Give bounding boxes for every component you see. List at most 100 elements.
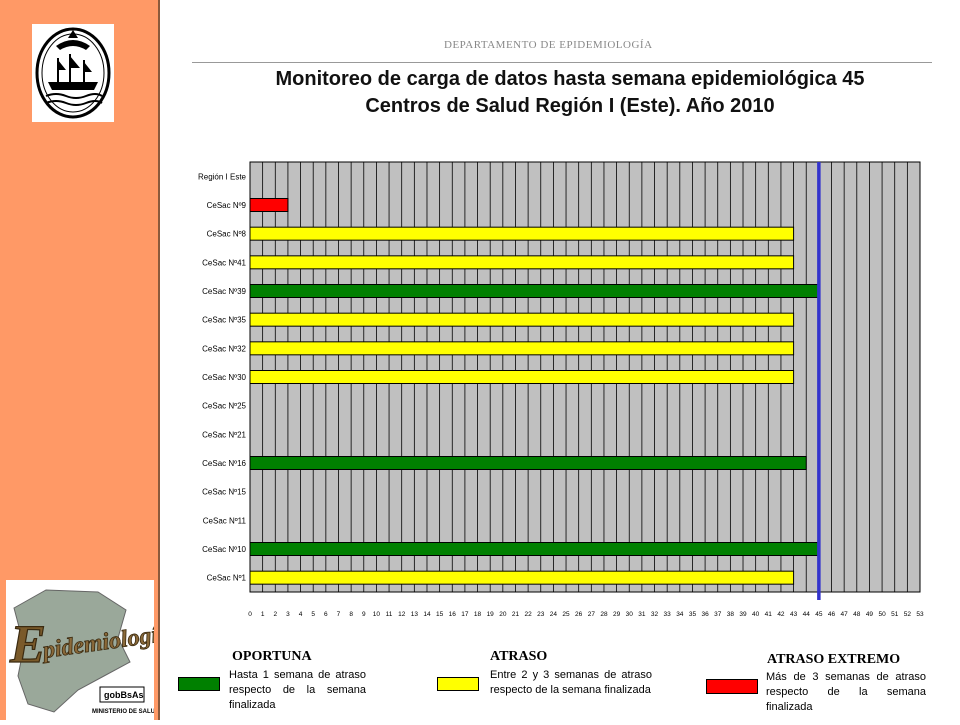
x-tick-label: 24 — [550, 611, 558, 618]
x-tick-label: 45 — [815, 611, 823, 618]
legend-title-atraso-extremo: ATRASO EXTREMO — [767, 652, 901, 667]
bar-11 — [249, 456, 807, 470]
x-tick-label: 22 — [524, 611, 532, 618]
y-tick-label: CeSac Nº16 — [202, 459, 246, 468]
legend-title-oportuna: OPORTUNA — [232, 649, 312, 664]
x-tick-label: 9 — [362, 611, 366, 618]
x-tick-label: 50 — [878, 611, 886, 618]
x-tick-label: 28 — [600, 611, 608, 618]
x-tick-label: 1 — [261, 611, 265, 618]
y-tick-label: CeSac Nº8 — [207, 230, 247, 239]
x-tick-label: 30 — [626, 611, 634, 618]
x-tick-label: 37 — [714, 611, 722, 618]
legend-desc-atraso: Entre 2 y 3 semanas de atraso respecto d… — [490, 669, 652, 696]
header-divider — [192, 62, 932, 63]
y-tick-label: CeSac Nº30 — [202, 373, 246, 382]
x-tick-label: 11 — [386, 611, 393, 618]
epidemiologia-logo-initial: E — [9, 614, 46, 674]
x-tick-label: 32 — [651, 611, 659, 618]
x-tick-label: 12 — [398, 611, 406, 618]
x-tick-label: 3 — [286, 611, 290, 618]
x-tick-label: 26 — [575, 611, 583, 618]
title-line-2: Centros de Salud Región I (Este). Año 20… — [365, 95, 775, 117]
x-tick-label: 18 — [474, 611, 482, 618]
x-tick-label: 52 — [904, 611, 912, 618]
x-tick-label: 25 — [562, 611, 570, 618]
bar-chart: Región I Este CeSac Nº9 CeSac Nº8 CeSac Nº4… — [198, 161, 924, 618]
bar-15 — [249, 570, 795, 585]
legend-swatch-atraso — [437, 677, 479, 691]
bar-14 — [249, 542, 820, 556]
x-tick-label: 4 — [299, 611, 303, 618]
x-tick-label: 41 — [765, 611, 773, 618]
bar-5 — [249, 284, 820, 298]
x-tick-label: 46 — [828, 611, 836, 618]
bar-7 — [249, 341, 795, 356]
bar-4 — [249, 255, 795, 270]
x-tick-label: 36 — [701, 611, 709, 618]
x-tick-label: 19 — [487, 611, 495, 618]
x-tick-label: 27 — [588, 611, 596, 618]
x-tick-label: 21 — [512, 611, 520, 618]
x-tick-label: 2 — [273, 611, 277, 618]
x-tick-label: 43 — [790, 611, 798, 618]
bar-3 — [249, 226, 795, 241]
bar-8 — [249, 370, 795, 384]
x-tick-label: 47 — [841, 611, 849, 618]
coat-of-arms-icon — [35, 27, 111, 119]
x-tick-label: 44 — [803, 611, 811, 618]
bar-6 — [249, 312, 795, 327]
coat-of-arms-logo — [32, 24, 114, 122]
y-tick-label: CeSac Nº9 — [207, 201, 247, 210]
x-tick-label: 38 — [727, 611, 735, 618]
x-tick-label: 53 — [916, 611, 924, 618]
x-tick-label: 51 — [891, 611, 899, 618]
x-tick-label: 5 — [311, 611, 315, 618]
y-tick-label: CeSac Nº32 — [202, 344, 246, 353]
x-tick-label: 10 — [373, 611, 381, 618]
x-tick-label: 35 — [689, 611, 697, 618]
legend-swatch-oportuna — [178, 677, 220, 691]
legend-desc-atraso-extremo: Más de 3 semanas de atraso respecto de l… — [766, 671, 926, 713]
epidemiologia-map-icon: E pidemiología gobBsAs MINISTERIO DE SAL… — [8, 589, 172, 715]
x-tick-label: 0 — [248, 611, 252, 618]
x-tick-label: 14 — [423, 611, 431, 618]
x-tick-label: 6 — [324, 611, 328, 618]
y-tick-label: CeSac Nº39 — [202, 287, 246, 296]
x-tick-label: 13 — [411, 611, 419, 618]
epidemiologia-logo: E pidemiología gobBsAs MINISTERIO DE SAL… — [6, 580, 172, 720]
legend-desc-oportuna: Hasta 1 semana de atraso respecto de la … — [229, 669, 366, 711]
department-label: DEPARTAMENTO DE EPIDEMIOLOGÍA — [444, 39, 653, 51]
x-tick-label: 29 — [613, 611, 621, 618]
y-tick-label: CeSac Nº41 — [202, 258, 246, 267]
x-tick-label: 34 — [676, 611, 684, 618]
sidebar: E pidemiología gobBsAs MINISTERIO DE SAL… — [0, 0, 172, 720]
title-line-1: Monitoreo de carga de datos hasta semana… — [275, 68, 865, 90]
x-tick-label: 31 — [638, 611, 646, 618]
x-tick-label: 40 — [752, 611, 760, 618]
y-tick-label: CeSac Nº35 — [202, 316, 246, 325]
x-tick-label: 16 — [449, 611, 457, 618]
x-tick-label: 15 — [436, 611, 444, 618]
x-tick-label: 48 — [853, 611, 861, 618]
legend-swatch-atraso-extremo — [706, 679, 758, 694]
x-tick-label: 8 — [349, 611, 353, 618]
y-tick-label: CeSac Nº21 — [202, 430, 246, 439]
x-tick-label: 42 — [777, 611, 785, 618]
x-tick-label: 23 — [537, 611, 545, 618]
gobbsas-badge: gobBsAs — [104, 690, 144, 700]
x-tick-label: 33 — [664, 611, 672, 618]
x-tick-label: 7 — [337, 611, 341, 618]
y-tick-label: CeSac Nº11 — [203, 516, 247, 525]
x-tick-label: 39 — [739, 611, 747, 618]
x-tick-label: 20 — [499, 611, 507, 618]
y-tick-label: CeSac Nº25 — [202, 402, 246, 411]
y-tick-label: Región I Este — [198, 172, 247, 181]
ministerio-caption: MINISTERIO DE SALUD — [92, 709, 154, 715]
page-title: Monitoreo de carga de datos hasta semana… — [190, 66, 950, 120]
y-tick-label: CeSac Nº10 — [202, 545, 246, 554]
x-tick-label: 49 — [866, 611, 874, 618]
y-tick-label: CeSac Nº1 — [207, 574, 247, 583]
bar-2 — [249, 198, 289, 212]
x-tick-label: 17 — [461, 611, 469, 618]
